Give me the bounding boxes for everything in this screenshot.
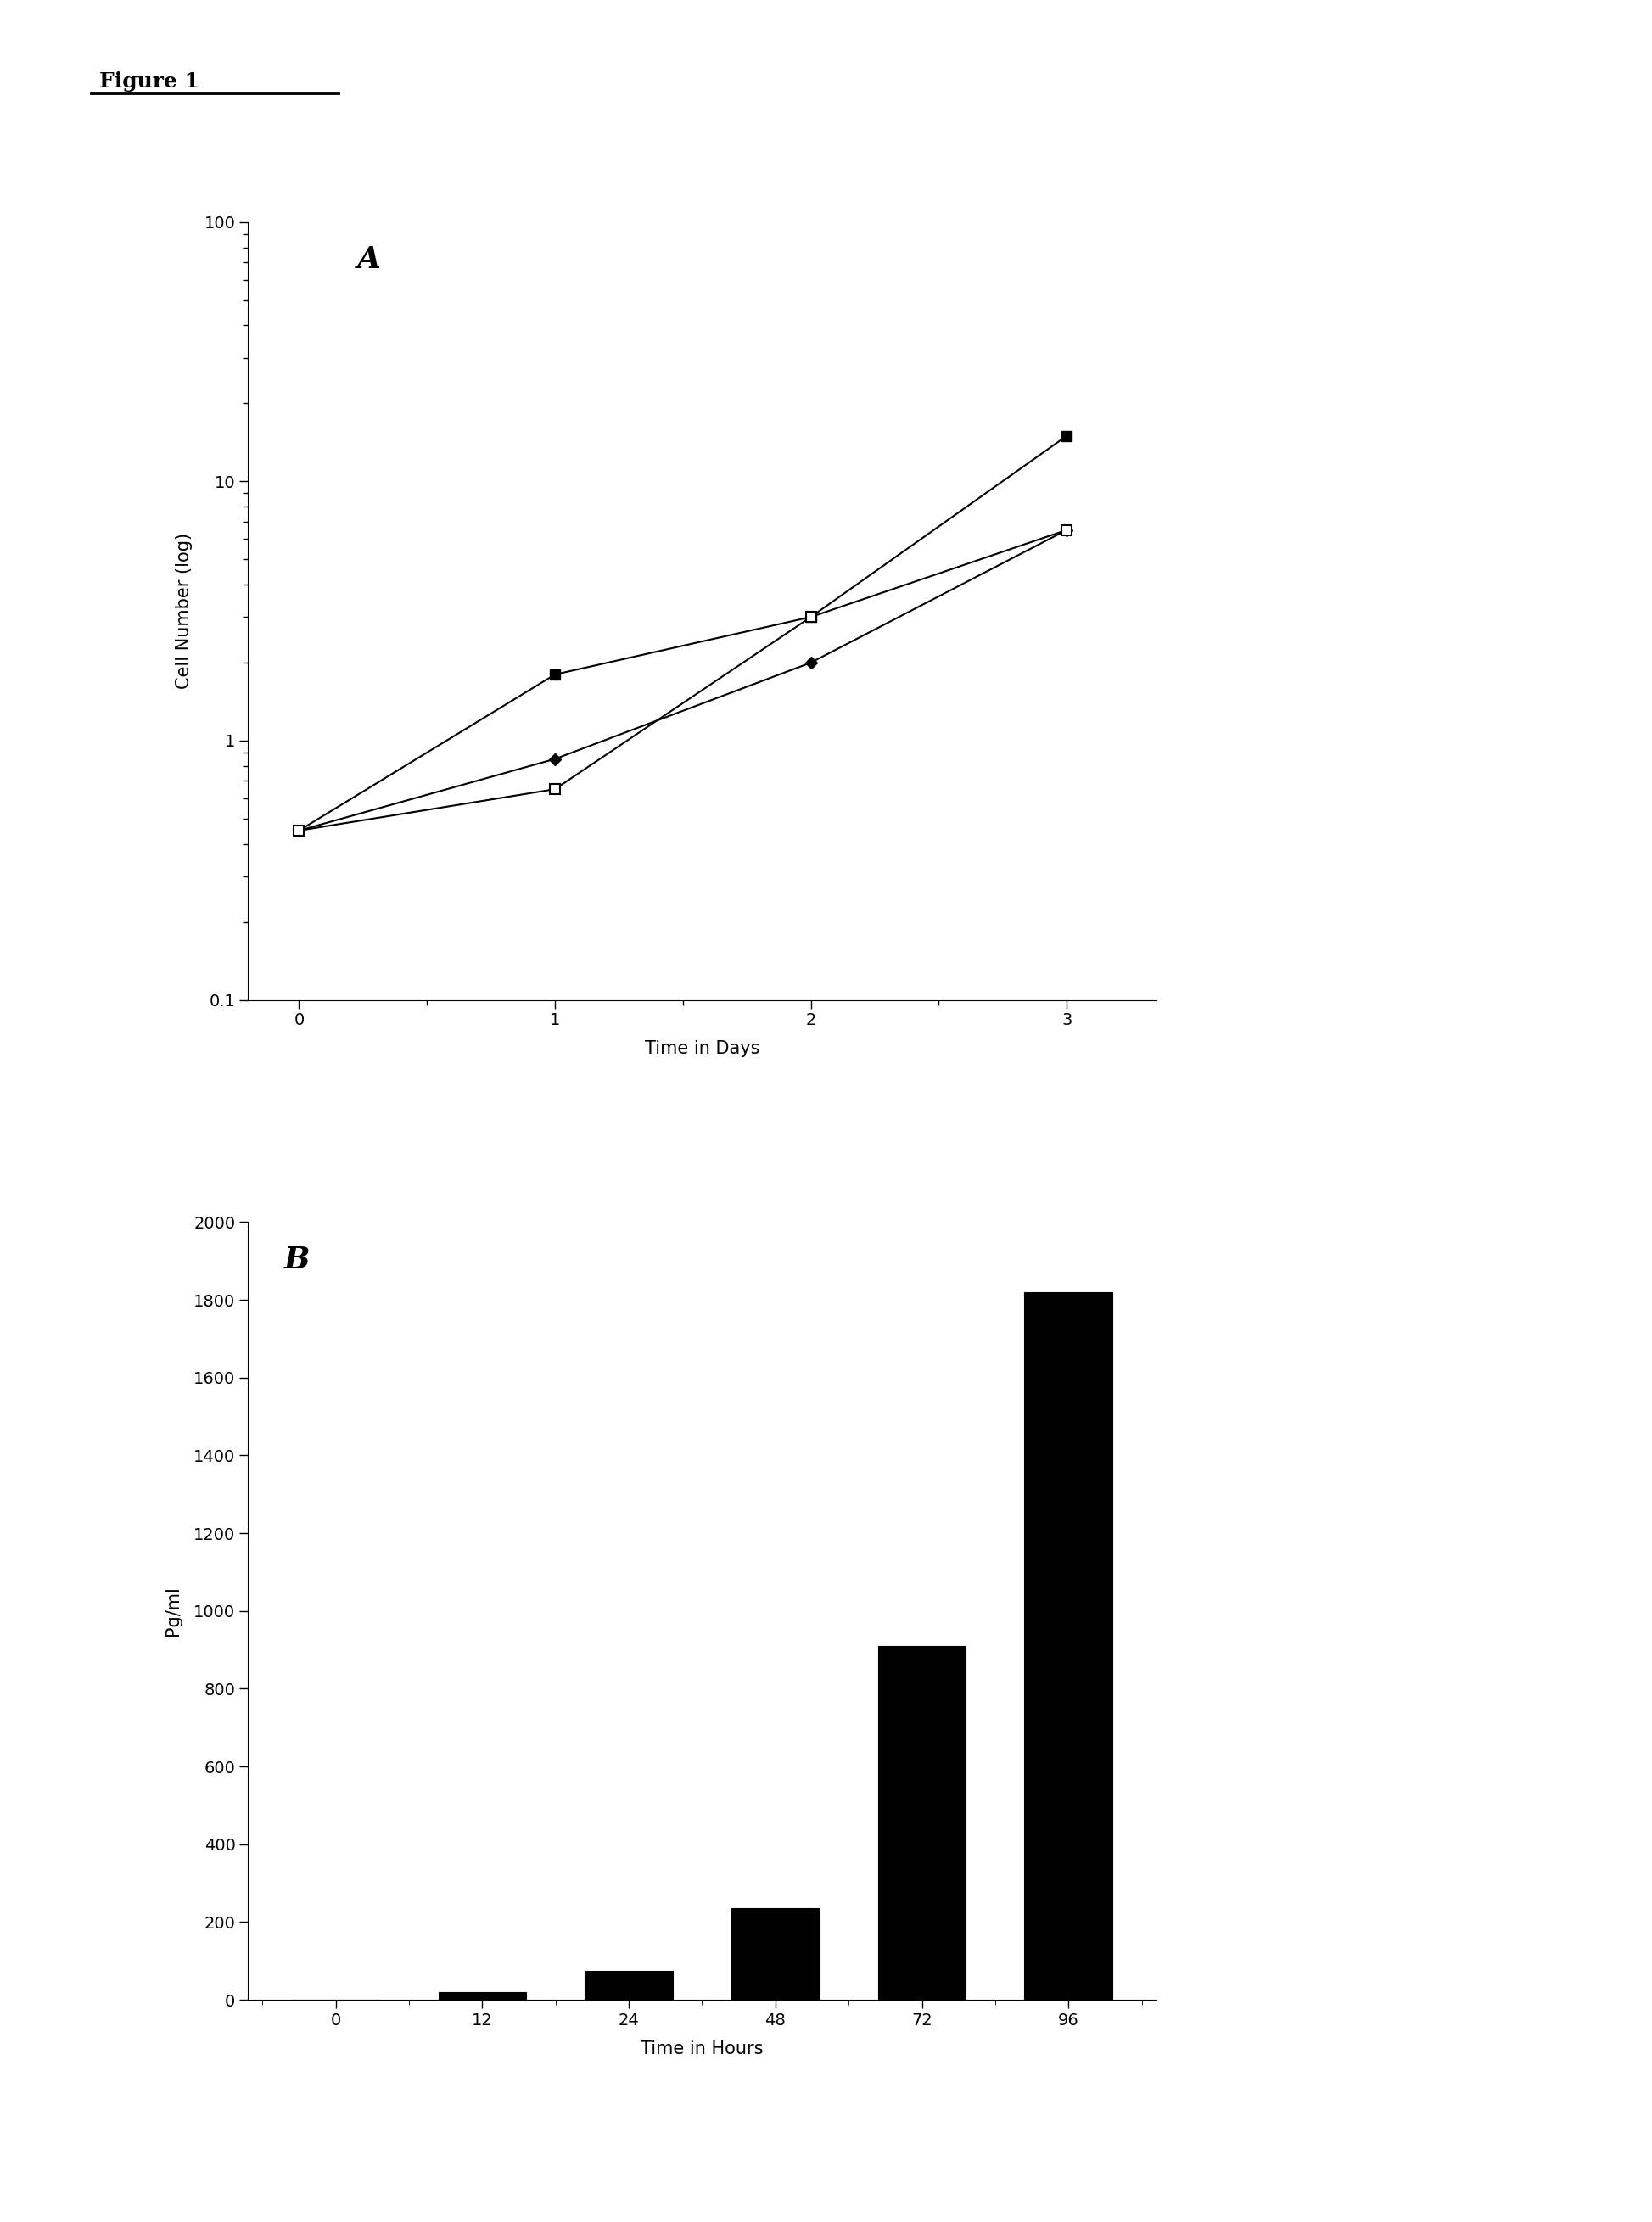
X-axis label: Time in Days: Time in Days — [644, 1040, 760, 1058]
Bar — [438, 1991, 527, 2000]
Text: B: B — [284, 1244, 311, 1273]
Y-axis label: Pg/ml: Pg/ml — [165, 1587, 182, 1635]
Bar — [732, 1909, 819, 2000]
Text: A: A — [357, 244, 380, 273]
Y-axis label: Cell Number (log): Cell Number (log) — [175, 533, 192, 689]
Bar — [585, 1971, 672, 2000]
X-axis label: Time in Hours: Time in Hours — [641, 2040, 763, 2058]
Bar — [1024, 1293, 1112, 2000]
Text: Figure 1: Figure 1 — [99, 71, 200, 91]
Bar — [877, 1647, 966, 2000]
